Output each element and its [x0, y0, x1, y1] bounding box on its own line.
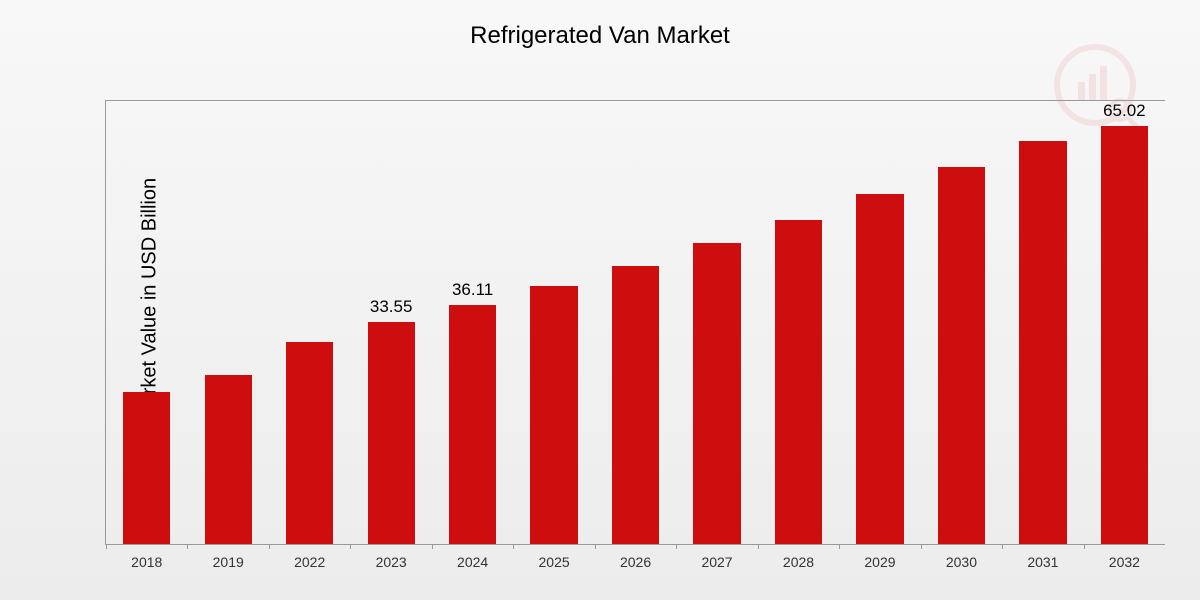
- bar-slot: 2031: [1002, 101, 1083, 544]
- bar-slot: 2019: [187, 101, 268, 544]
- bar: [856, 194, 903, 544]
- bar-slot: 2026: [595, 101, 676, 544]
- x-tick: [432, 544, 433, 549]
- bar-slot: 2018: [106, 101, 187, 544]
- bar-slot: 2029: [839, 101, 920, 544]
- x-tick: [676, 544, 677, 549]
- bar: [123, 392, 170, 544]
- x-tick: [106, 544, 107, 549]
- x-axis-label: 2024: [457, 554, 488, 570]
- bar-slot: 36.112024: [432, 101, 513, 544]
- x-axis-label: 2029: [864, 554, 895, 570]
- bars-wrapper: 20182019202233.55202336.1120242025202620…: [106, 101, 1165, 544]
- x-tick: [513, 544, 514, 549]
- x-axis-label: 2025: [539, 554, 570, 570]
- x-tick: [269, 544, 270, 549]
- x-axis-label: 2028: [783, 554, 814, 570]
- x-tick: [1002, 544, 1003, 549]
- bar: [449, 305, 496, 544]
- bar-slot: 2027: [676, 101, 757, 544]
- bar-slot: 2028: [758, 101, 839, 544]
- plot-area: 20182019202233.55202336.1120242025202620…: [105, 100, 1165, 545]
- bar: [286, 342, 333, 544]
- bar: [530, 286, 577, 544]
- bar: [938, 167, 985, 544]
- x-tick: [839, 544, 840, 549]
- bar-value-label: 33.55: [370, 297, 413, 317]
- x-axis-label: 2023: [376, 554, 407, 570]
- x-tick: [187, 544, 188, 549]
- bar-slot: 65.022032: [1084, 101, 1165, 544]
- x-tick: [595, 544, 596, 549]
- bar: [693, 243, 740, 544]
- x-axis-label: 2022: [294, 554, 325, 570]
- x-axis-label: 2032: [1109, 554, 1140, 570]
- chart-title: Refrigerated Van Market: [0, 0, 1200, 50]
- bar-value-label: 65.02: [1103, 101, 1146, 121]
- bar: [1101, 126, 1148, 544]
- x-axis-label: 2031: [1027, 554, 1058, 570]
- bar-slot: 2025: [513, 101, 594, 544]
- bar-value-label: 36.11: [452, 280, 493, 300]
- x-axis-label: 2018: [131, 554, 162, 570]
- bar-slot: 33.552023: [350, 101, 431, 544]
- bar: [1019, 141, 1066, 544]
- bar: [368, 322, 415, 544]
- x-axis-label: 2026: [620, 554, 651, 570]
- bar: [775, 220, 822, 544]
- chart-container: Refrigerated Van Market Market Value in …: [0, 0, 1200, 600]
- x-axis-label: 2030: [946, 554, 977, 570]
- bar-slot: 2030: [921, 101, 1002, 544]
- bar: [612, 266, 659, 544]
- x-tick: [758, 544, 759, 549]
- x-axis-label: 2019: [213, 554, 244, 570]
- x-tick: [921, 544, 922, 549]
- bar-slot: 2022: [269, 101, 350, 544]
- x-axis-label: 2027: [701, 554, 732, 570]
- x-tick: [350, 544, 351, 549]
- x-tick: [1084, 544, 1085, 549]
- bar: [205, 375, 252, 544]
